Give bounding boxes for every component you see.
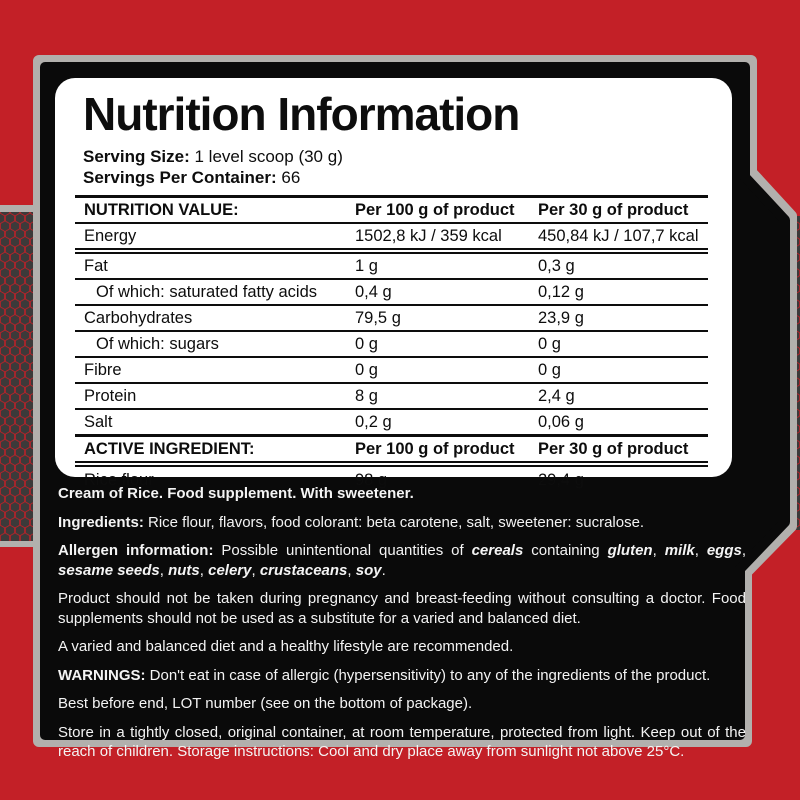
table-row: Salt 0,2 g 0,06 g: [75, 410, 708, 437]
active-ingredient-header-row: ACTIVE INGREDIENT: Per 100 g of product …: [75, 437, 708, 467]
warnings-line: WARNINGS: Don't eat in case of allergic …: [58, 666, 746, 686]
right-honeycomb-sliver: [796, 216, 800, 530]
value-per-100g: 0 g: [355, 334, 378, 353]
nutrient-name: Of which: sugars: [96, 334, 219, 353]
allergen-item: celery: [208, 561, 252, 579]
value-per-100g: 1 g: [355, 256, 378, 275]
left-honeycomb-strip: [0, 205, 37, 547]
ingredients-text: Rice flour, flavors, food colorant: beta…: [143, 513, 645, 531]
column-header-per-30g: Per 30 g of product: [538, 439, 689, 458]
table-row: Fat 1 g 0,3 g: [75, 254, 708, 280]
nutrition-title: Nutrition Information: [83, 88, 520, 140]
nutrient-name: Energy: [84, 226, 137, 245]
value-per-100g: 1502,8 kJ / 359 kcal: [355, 226, 502, 245]
value-per-30g: 450,84 kJ / 107,7 kcal: [538, 226, 699, 245]
value-per-100g: 8 g: [355, 386, 378, 405]
table-row: Of which: sugars 0 g 0 g: [75, 332, 708, 358]
allergen-item: eggs: [706, 542, 742, 559]
servings-per-container-line: Servings Per Container: 66: [83, 167, 710, 188]
allergen-label: Allergen information:: [58, 542, 214, 559]
table-row: Energy 1502,8 kJ / 359 kcal 450,84 kJ / …: [75, 224, 708, 254]
allergen-item: sesame seeds: [58, 561, 160, 579]
value-per-30g: 0 g: [538, 334, 561, 353]
pregnancy-warning: Product should not be taken during pregn…: [58, 590, 746, 627]
nutrient-name: Protein: [84, 386, 137, 405]
servings-per-container-value: 66: [276, 168, 301, 187]
allergen-text: ,: [652, 542, 665, 559]
value-per-30g: 29,4 g: [538, 470, 584, 489]
allergen-text: .: [381, 561, 386, 579]
value-per-30g: 23,9 g: [538, 308, 584, 327]
value-per-100g: 79,5 g: [355, 308, 401, 327]
nutrient-name: Rice flour: [84, 470, 154, 489]
serving-size-value: 1 level scoop (30 g): [189, 147, 343, 166]
table-row: Carbohydrates 79,5 g 23,9 g: [75, 306, 708, 332]
serving-size-label: Serving Size:: [83, 147, 190, 166]
nutrient-name: Fibre: [84, 360, 122, 379]
value-per-30g: 0 g: [538, 360, 561, 379]
column-header-per-30g: Per 30 g of product: [538, 200, 689, 219]
nutrition-facts-card: Nutrition Information Serving Size: 1 le…: [55, 78, 732, 489]
column-header-nutrition-value: NUTRITION VALUE:: [84, 200, 239, 219]
nutrient-name: Carbohydrates: [84, 308, 193, 327]
allergen-text: ,: [694, 542, 707, 559]
warnings-text: Don't eat in case of allergic (hypersens…: [145, 666, 711, 684]
allergen-text: Possible unintentional quantities of: [213, 542, 472, 559]
nutrient-name: Of which: saturated fatty acids: [96, 282, 318, 301]
table-row: Fibre 0 g 0 g: [75, 358, 708, 384]
allergen-text: ,: [347, 561, 356, 579]
nutrient-name: Salt: [84, 412, 113, 431]
value-per-100g: 0 g: [355, 360, 378, 379]
allergen-item: cereals: [471, 542, 524, 559]
product-description: Cream of Rice. Food supplement. With swe…: [58, 485, 414, 502]
allergen-item: crustaceans: [259, 561, 348, 579]
value-per-100g: 0,4 g: [355, 282, 392, 301]
value-per-30g: 2,4 g: [538, 386, 575, 405]
allergen-item: gluten: [607, 542, 653, 559]
ingredients-label: Ingredients:: [58, 513, 144, 531]
warnings-label: WARNINGS:: [58, 666, 146, 684]
nutrition-table: NUTRITION VALUE: Per 100 g of product Pe…: [75, 195, 708, 493]
allergen-item: nuts: [168, 561, 200, 579]
storage-instructions: Store in a tightly closed, original cont…: [58, 723, 746, 761]
best-before-line: Best before end, LOT number (see on the …: [58, 695, 473, 712]
allergen-text: containing: [523, 542, 608, 559]
table-row: Protein 8 g 2,4 g: [75, 384, 708, 410]
allergen-item: milk: [664, 542, 695, 559]
allergen-text: ,: [159, 561, 169, 579]
allergen-item: soy: [355, 561, 382, 579]
column-header-active-ingredient: ACTIVE INGREDIENT:: [84, 439, 255, 458]
allergen-text: ,: [741, 542, 746, 559]
balanced-diet-note: A varied and balanced diet and a healthy…: [58, 638, 514, 655]
table-header-row: NUTRITION VALUE: Per 100 g of product Pe…: [75, 198, 708, 224]
serving-size-line: Serving Size: 1 level scoop (30 g): [83, 146, 710, 167]
value-per-30g: 0,06 g: [538, 412, 584, 431]
allergen-text: ,: [199, 561, 209, 579]
servings-per-container-label: Servings Per Container:: [83, 168, 277, 187]
table-row: Rice flour 98 g 29,4 g: [75, 467, 708, 493]
column-header-per-100g: Per 100 g of product: [355, 439, 515, 458]
value-per-100g: 98 g: [355, 470, 388, 489]
nutrient-name: Fat: [84, 256, 108, 275]
value-per-100g: 0,2 g: [355, 412, 392, 431]
allergen-line: Allergen information: Possible unintenti…: [58, 541, 746, 580]
table-row: Of which: saturated fatty acids 0,4 g 0,…: [75, 280, 708, 306]
label-statements: Cream of Rice. Food supplement. With swe…: [58, 484, 746, 771]
ingredients-line: Ingredients: Rice flour, flavors, food c…: [58, 513, 746, 533]
column-header-per-100g: Per 100 g of product: [355, 200, 515, 219]
value-per-30g: 0,3 g: [538, 256, 575, 275]
value-per-30g: 0,12 g: [538, 282, 584, 301]
allergen-text: ,: [251, 561, 260, 579]
